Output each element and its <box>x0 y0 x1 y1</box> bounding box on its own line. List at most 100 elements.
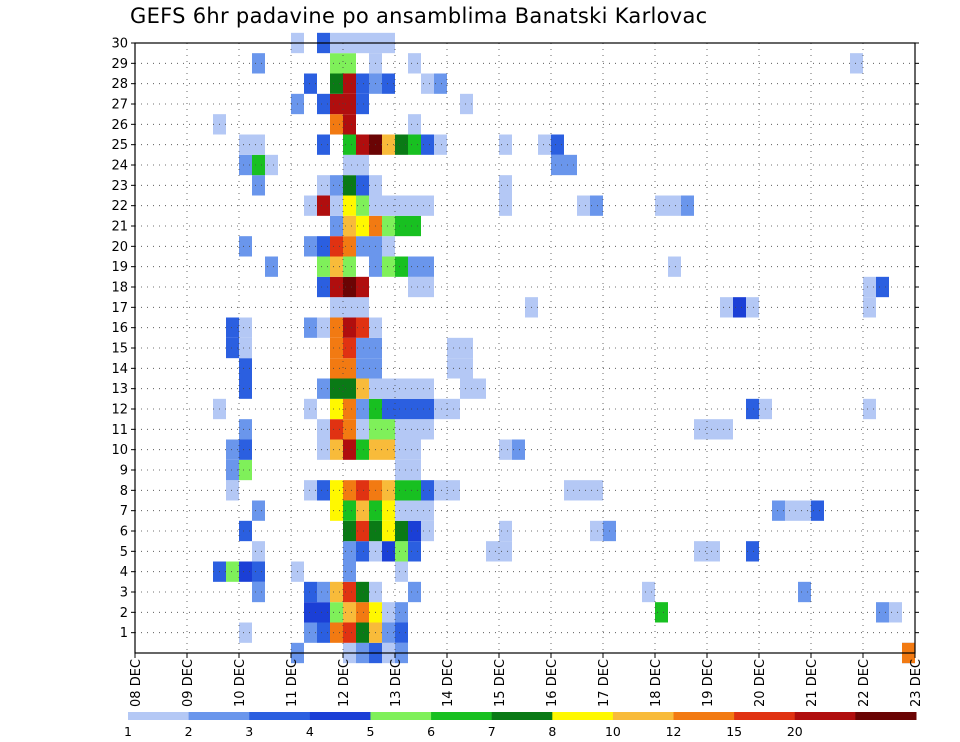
heatmap-cell <box>330 602 343 623</box>
heatmap-cell <box>668 195 681 216</box>
colorbar-swatch <box>188 712 250 720</box>
heatmap-cell <box>356 378 369 399</box>
heatmap-cell <box>330 73 343 94</box>
heatmap-cell <box>304 602 317 623</box>
heatmap-cell <box>356 215 369 237</box>
heatmap-cell <box>330 419 343 440</box>
heatmap-cell <box>343 337 356 359</box>
heatmap-cell <box>408 419 421 440</box>
y-tick-label: 7 <box>120 504 128 519</box>
heatmap-cell <box>395 500 408 521</box>
y-tick-label: 24 <box>111 159 128 174</box>
heatmap-cell <box>408 480 421 501</box>
colorbar-swatch <box>855 712 917 720</box>
heatmap-cell <box>343 175 356 196</box>
heatmap-cell <box>434 134 447 155</box>
x-tick-label: 13 DEC <box>389 659 404 707</box>
x-tick-label: 18 DEC <box>649 659 664 707</box>
heatmap-cell <box>330 439 343 460</box>
heatmap-cell <box>356 93 369 115</box>
heatmap-cell <box>343 256 356 277</box>
heatmap-cell <box>356 297 369 318</box>
heatmap-cell <box>226 459 239 481</box>
y-tick-label: 5 <box>120 545 128 560</box>
x-tick-label: 08 DEC <box>129 659 144 707</box>
heatmap-cell <box>239 134 252 155</box>
heatmap-cell <box>304 398 317 420</box>
y-tick-label: 8 <box>120 484 128 499</box>
y-tick-label: 18 <box>111 281 128 296</box>
heatmap-cell <box>395 602 408 623</box>
heatmap-cell <box>421 398 434 420</box>
heatmap-cell <box>252 500 265 521</box>
heatmap-cell <box>304 480 317 501</box>
heatmap-cell <box>304 73 317 94</box>
heatmap-cell <box>694 419 707 440</box>
heatmap-cell <box>655 195 668 216</box>
heatmap-cell <box>863 297 876 318</box>
heatmap-cell <box>382 215 395 237</box>
heatmap-cell <box>811 500 824 521</box>
heatmap-cell <box>382 236 395 257</box>
heatmap-cell <box>343 317 356 338</box>
heatmap-cell <box>382 73 395 94</box>
heatmap-cell <box>356 134 369 155</box>
heatmap-cell <box>239 236 252 257</box>
heatmap-cell <box>343 114 356 135</box>
heatmap-cell <box>317 622 330 643</box>
heatmap-cell <box>343 480 356 501</box>
heatmap-cell <box>343 53 356 74</box>
x-tick-label: 10 DEC <box>233 659 248 707</box>
heatmap-cell <box>382 520 395 542</box>
heatmap-cell <box>317 236 330 257</box>
colorbar-label: 3 <box>245 724 253 739</box>
heatmap-cell <box>551 134 564 155</box>
heatmap-cell <box>343 500 356 521</box>
heatmap-cell <box>421 520 434 542</box>
heatmap-cell <box>564 480 577 501</box>
heatmap-cell <box>226 317 239 338</box>
x-tick-label: 09 DEC <box>181 659 196 707</box>
heatmap-cell <box>642 581 655 603</box>
heatmap-cell <box>356 337 369 359</box>
heatmap-cell <box>239 378 252 399</box>
heatmap-cell <box>382 256 395 277</box>
x-tick-label: 14 DEC <box>441 659 456 707</box>
y-tick-label: 20 <box>111 240 128 255</box>
x-tick-label: 23 DEC <box>909 659 924 707</box>
heatmap-cell <box>356 398 369 420</box>
heatmap-cell <box>382 602 395 623</box>
heatmap-cell <box>746 398 759 420</box>
heatmap-cell <box>356 581 369 603</box>
heatmap-cell <box>356 175 369 196</box>
heatmap-cell <box>421 276 434 298</box>
heatmap-cell <box>343 154 356 176</box>
heatmap-cell <box>343 297 356 318</box>
heatmap-cell <box>239 317 252 338</box>
y-tick-label: 2 <box>120 606 128 621</box>
heatmap-cell <box>343 520 356 542</box>
heatmap-cell <box>408 53 421 74</box>
y-tick-label: 30 <box>111 37 128 52</box>
heatmap-cell <box>239 154 252 176</box>
y-tick-label: 1 <box>120 626 128 641</box>
x-tick-label: 17 DEC <box>597 659 612 707</box>
heatmap-cell <box>239 419 252 440</box>
heatmap-cell <box>317 419 330 440</box>
heatmap-cell <box>499 195 512 216</box>
heatmap-cell <box>395 520 408 542</box>
heatmap-cell <box>577 480 590 501</box>
heatmap-cell <box>460 93 473 115</box>
colorbar-swatch <box>128 712 190 720</box>
heatmap-cell <box>330 337 343 359</box>
x-tick-label: 21 DEC <box>805 659 820 707</box>
y-tick-label: 14 <box>111 362 128 377</box>
heatmap-cell <box>330 215 343 237</box>
heatmap-cell <box>421 195 434 216</box>
heatmap-cell <box>239 358 252 379</box>
heatmap-cell <box>408 215 421 237</box>
heatmap-cell <box>382 398 395 420</box>
heatmap-cell <box>356 500 369 521</box>
y-tick-label: 17 <box>111 301 128 316</box>
y-tick-label: 28 <box>111 77 128 92</box>
